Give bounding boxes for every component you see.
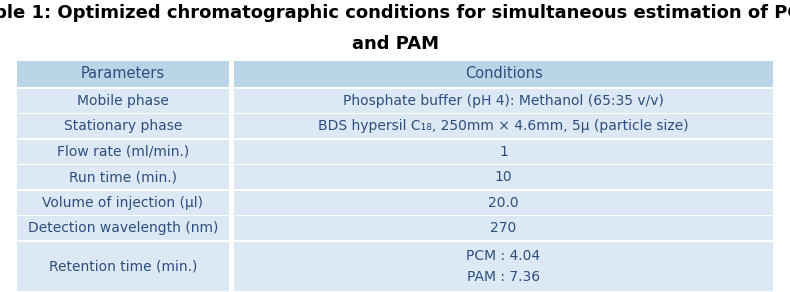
Text: PCM : 4.04
PAM : 7.36: PCM : 4.04 PAM : 7.36 [466, 249, 540, 284]
Bar [234, 89, 773, 113]
Bar [17, 61, 228, 87]
Text: Stationary phase: Stationary phase [63, 119, 182, 133]
Text: Flow rate (ml/min.): Flow rate (ml/min.) [57, 145, 189, 159]
Text: Phosphate buffer (pH 4): Methanol (65:35 v/v): Phosphate buffer (pH 4): Methanol (65:35… [343, 94, 664, 108]
Text: Mobile phase: Mobile phase [77, 94, 169, 108]
Text: Volume of injection (μl): Volume of injection (μl) [42, 196, 203, 210]
Text: Run time (min.): Run time (min.) [69, 170, 177, 184]
Text: Conditions: Conditions [465, 66, 543, 81]
Text: 20.0: 20.0 [488, 196, 519, 210]
Text: Parameters: Parameters [81, 66, 165, 81]
Bar [234, 114, 773, 138]
Bar [234, 191, 773, 215]
Bar [234, 165, 773, 189]
Text: 1: 1 [499, 145, 508, 159]
Text: BDS hypersil C₁₈, 250mm × 4.6mm, 5μ (particle size): BDS hypersil C₁₈, 250mm × 4.6mm, 5μ (par… [318, 119, 689, 133]
Bar [17, 165, 228, 189]
Bar [234, 216, 773, 240]
Bar [234, 242, 773, 291]
Bar [17, 242, 228, 291]
Bar [17, 89, 228, 113]
Bar [17, 114, 228, 138]
Text: and PAM: and PAM [352, 35, 438, 53]
Bar [234, 61, 773, 87]
Bar [17, 191, 228, 215]
Text: Table 1: Optimized chromatographic conditions for simultaneous estimation of PCM: Table 1: Optimized chromatographic condi… [0, 4, 790, 22]
Bar [17, 216, 228, 240]
Text: 270: 270 [491, 221, 517, 235]
Text: 10: 10 [495, 170, 513, 184]
Text: Retention time (min.): Retention time (min.) [48, 260, 197, 274]
Text: Detection wavelength (nm): Detection wavelength (nm) [28, 221, 218, 235]
Bar [17, 140, 228, 164]
Bar [234, 140, 773, 164]
